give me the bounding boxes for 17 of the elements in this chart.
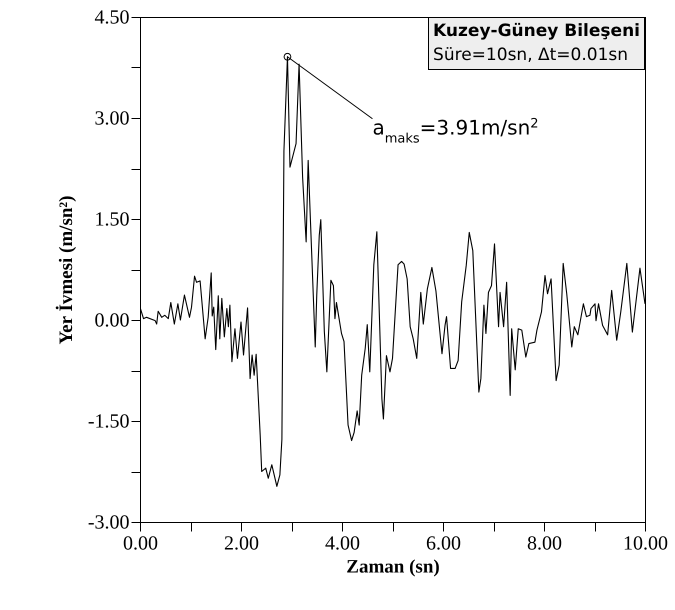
annotation: a$_{maks}$=3.91m/sn$^{2}$ [372,116,539,146]
chart-title: Kuzey-Güney Bileşeni [433,20,640,43]
x-tick-label: 10.00 [623,532,668,554]
y-tick-label: 4.50 [94,6,130,28]
x-tick-label: 4.00 [325,532,360,554]
x-tick-label: 2.00 [224,532,259,554]
y-axis-title: Yer İvmesi (m/sn²) [54,196,77,344]
y-tick-label: 0.00 [94,310,130,332]
x-tick-label: 6.00 [426,532,461,554]
y-tick-label: 3.00 [94,108,130,130]
y-tick-label: -3.00 [88,512,130,534]
y-tick-label: -1.50 [88,410,130,432]
x-axis-title: Zaman (sn) [346,556,440,578]
text: Süre=10sn, Δt=0.01sn [433,44,630,67]
y-tick-label: 1.50 [94,208,130,230]
x-tick-label: 8.00 [527,532,562,554]
x-tick-label: 0.00 [123,532,158,554]
